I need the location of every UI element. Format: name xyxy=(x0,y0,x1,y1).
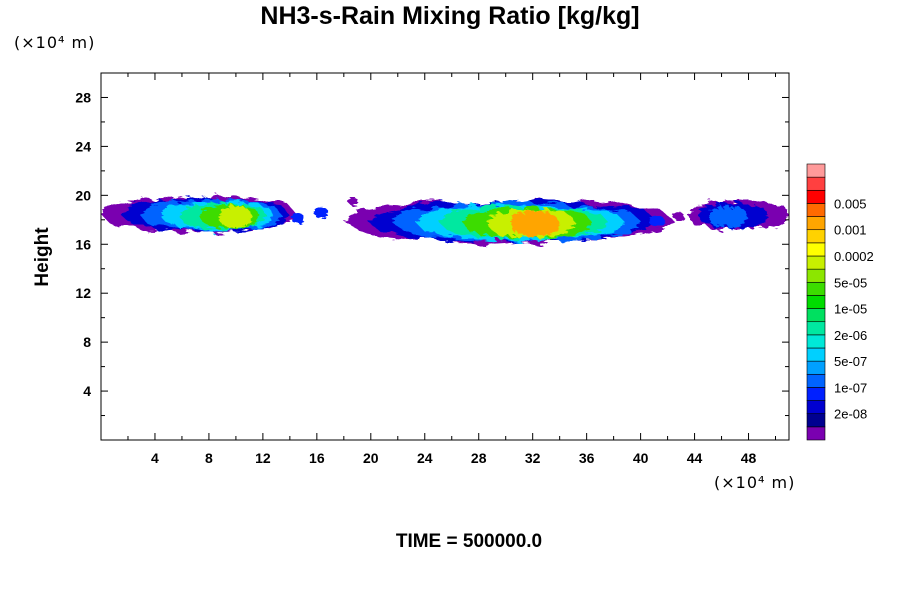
x-unit-label: (×10⁴ m) xyxy=(714,473,796,492)
colorbar-swatch xyxy=(806,203,826,217)
colorbar-swatch xyxy=(806,216,826,231)
colorbar-swatch xyxy=(806,176,826,191)
colorbar-swatch xyxy=(806,295,826,309)
y-tick-label: 20 xyxy=(75,187,91,203)
colorbar-swatch xyxy=(806,189,826,204)
colorbar-swatch xyxy=(806,347,826,362)
contour-field xyxy=(101,193,789,246)
contour-band xyxy=(510,208,560,238)
contour-fragment xyxy=(672,212,685,221)
chart-title: NH3-s-Rain Mixing Ratio [kg/kg] xyxy=(260,2,640,30)
colorbar-swatch xyxy=(806,229,826,244)
x-tick-label: 48 xyxy=(741,450,757,466)
x-tick-label: 16 xyxy=(309,450,325,466)
colorbar-swatch xyxy=(806,413,826,428)
x-tick-label: 12 xyxy=(255,450,271,466)
colorbar-label: 1e-07 xyxy=(834,380,867,395)
colorbar-label: 2e-08 xyxy=(834,407,867,422)
y-tick-label: 24 xyxy=(75,138,91,154)
colorbar-label: 0.005 xyxy=(834,196,867,211)
colorbar-swatch xyxy=(806,255,826,270)
colorbar-label: 5e-05 xyxy=(834,275,867,290)
contour-fragment xyxy=(313,206,329,219)
time-label: TIME = 500000.0 xyxy=(395,531,543,552)
y-axis-label: Height xyxy=(32,227,53,287)
colorbar-label: 2e-06 xyxy=(834,328,867,343)
colorbar-label: 1e-05 xyxy=(834,302,867,317)
colorbar-swatch xyxy=(806,400,826,415)
y-tick-label: 8 xyxy=(83,334,91,350)
colorbar-swatch xyxy=(806,308,826,323)
x-tick-label: 24 xyxy=(417,450,433,466)
colorbar-swatch xyxy=(806,268,826,283)
colorbar-swatch xyxy=(806,321,826,336)
contour-fragment xyxy=(291,213,305,225)
colorbar-swatch xyxy=(806,242,826,257)
y-axis: 4 8 12 16 20 24 28 xyxy=(75,89,789,417)
contour-fragment xyxy=(648,215,665,227)
x-tick-label: 8 xyxy=(205,450,213,466)
colorbar: 0.005 0.001 0.0002 5e-05 1e-05 2e-06 5e-07 1e-0… xyxy=(806,163,874,441)
colorbar-label: 0.0002 xyxy=(834,249,874,264)
x-tick-label: 4 xyxy=(151,450,159,466)
y-tick-label: 16 xyxy=(75,236,91,252)
y-tick-label: 28 xyxy=(75,89,91,105)
y-tick-label: 4 xyxy=(83,383,91,399)
x-tick-label: 40 xyxy=(633,450,649,466)
colorbar-label: 0.001 xyxy=(834,223,867,238)
colorbar-swatch xyxy=(806,373,826,388)
colorbar-swatch xyxy=(806,360,826,375)
x-tick-label: 28 xyxy=(471,450,487,466)
x-tick-label: 32 xyxy=(525,450,541,466)
contour-band xyxy=(219,203,252,230)
x-tick-label: 36 xyxy=(579,450,595,466)
y-tick-label: 12 xyxy=(75,285,91,301)
colorbar-swatch xyxy=(806,334,826,349)
y-unit-label: (×10⁴ m) xyxy=(14,33,96,52)
colorbar-swatch xyxy=(806,281,826,296)
x-tick-label: 20 xyxy=(363,450,379,466)
x-tick-label: 44 xyxy=(687,450,703,466)
colorbar-label: 5e-07 xyxy=(834,354,867,369)
contour-band xyxy=(708,204,747,230)
colorbar-swatch xyxy=(806,426,826,441)
plot-frame xyxy=(100,72,790,441)
x-axis: 4 8 12 16 20 24 28 32 36 40 44 48 xyxy=(127,73,777,466)
colorbar-swatch xyxy=(806,163,826,178)
colorbar-swatch xyxy=(806,387,826,401)
contour-fragment xyxy=(348,197,359,206)
